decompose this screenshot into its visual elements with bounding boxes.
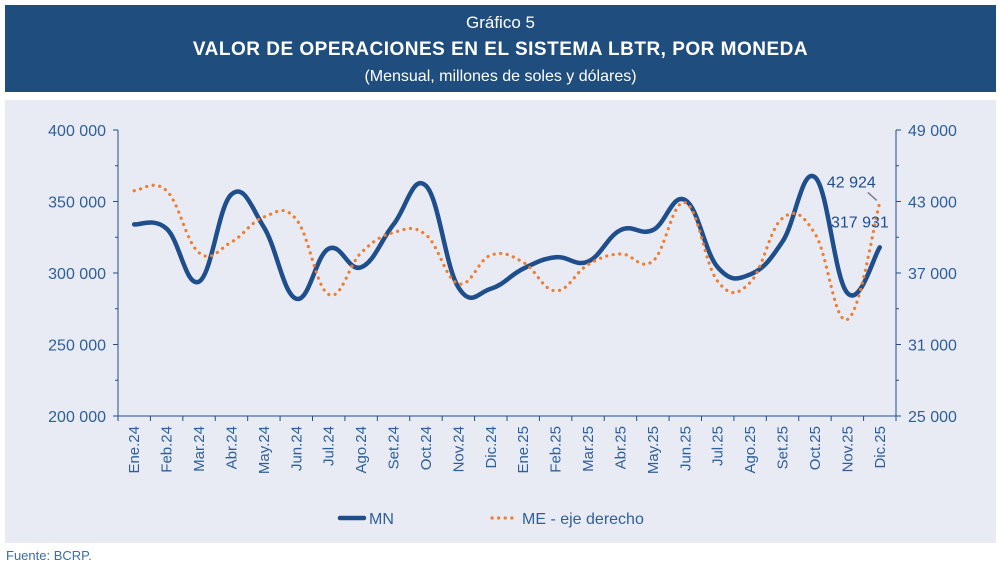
x-tick-label: Jun.25 <box>677 426 694 471</box>
x-tick-label: Jun.24 <box>288 426 305 471</box>
x-tick-label: Dic.25 <box>872 426 889 469</box>
y-right-tick-label: 25 000 <box>908 409 957 426</box>
y-left-tick-label: 350 000 <box>48 195 106 212</box>
x-tick-label: Jul.24 <box>321 426 338 466</box>
legend-me-label: ME - eje derecho <box>522 511 644 528</box>
line-chart: 200 000 250 000 300 000 350 000 400 000 25 00… <box>48 123 957 528</box>
plot-area: 200 000 250 000 300 000 350 000 400 000 25 00… <box>5 100 996 543</box>
series-me-line <box>132 183 882 322</box>
source-note: Fuente: BCRP. <box>6 548 92 563</box>
x-tick-label: Feb.25 <box>548 426 565 473</box>
y-right-tick-label: 37 000 <box>908 266 957 283</box>
chart-header: Gráfico 5 VALOR DE OPERACIONES EN EL SIS… <box>5 5 996 92</box>
x-tick-label: Oct.24 <box>418 426 435 470</box>
y-right-tick-label: 49 000 <box>908 123 957 140</box>
x-tick-label: Jul.25 <box>710 426 727 466</box>
y-left-tick-label: 400 000 <box>48 123 106 140</box>
series-mn-line <box>131 173 883 301</box>
chart-supertitle: Gráfico 5 <box>466 13 535 32</box>
chart-subtitle: (Mensual, millones de soles y dólares) <box>364 68 637 85</box>
x-tick-label: Abr.24 <box>223 426 240 469</box>
y-left-tick-label: 250 000 <box>48 338 106 355</box>
x-tick-label: Nov.24 <box>450 426 467 472</box>
me-end-label-leader <box>867 191 878 201</box>
x-tick-label: Mar.25 <box>580 426 597 472</box>
x-tick-label: Oct.25 <box>807 426 824 470</box>
x-tick-label: Ene.24 <box>126 426 143 474</box>
x-tick-label: Feb.24 <box>159 426 176 473</box>
x-tick-label: Set.24 <box>386 426 403 469</box>
x-tick-label: Ene.25 <box>515 426 532 474</box>
mn-end-label: 317 931 <box>831 214 889 231</box>
y-left-tick-label: 300 000 <box>48 266 106 283</box>
x-tick-label: May.25 <box>645 426 662 474</box>
x-tick-label: Ago.25 <box>742 426 759 474</box>
x-tick-label: Abr.25 <box>612 426 629 469</box>
x-tick-label: Set.25 <box>775 426 792 469</box>
y-right-tick-label: 43 000 <box>908 195 957 212</box>
legend-mn-label: MN <box>369 511 394 528</box>
x-tick-label: Nov.25 <box>839 426 856 472</box>
chart-title: VALOR DE OPERACIONES EN EL SISTEMA LBTR,… <box>192 39 809 60</box>
me-end-label: 42 924 <box>827 174 876 191</box>
y-right-tick-label: 31 000 <box>908 338 957 355</box>
x-tick-label: Mar.24 <box>191 426 208 472</box>
x-tick-label: May.24 <box>256 426 273 474</box>
y-left-tick-label: 200 000 <box>48 409 106 426</box>
x-tick-label: Ago.24 <box>353 426 370 474</box>
x-tick-label: Dic.24 <box>483 426 500 469</box>
